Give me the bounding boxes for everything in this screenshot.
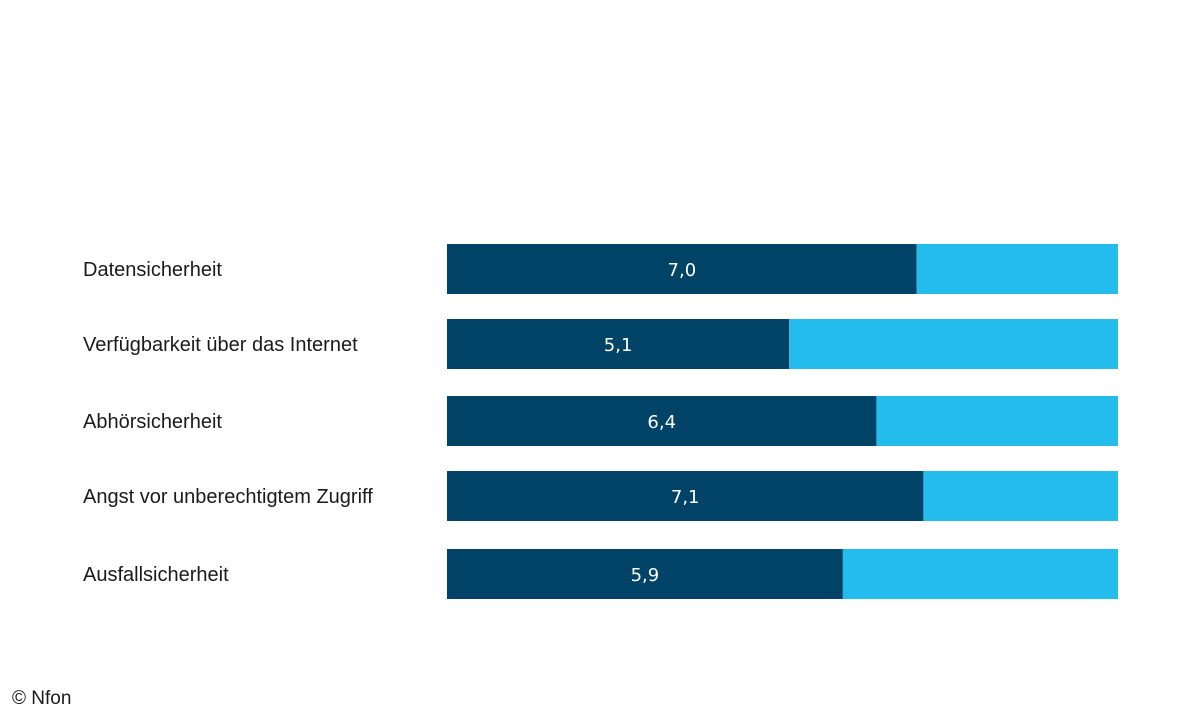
bar-value-segment	[447, 319, 790, 369]
bar-data-label: 7,0	[668, 260, 697, 281]
bar-value-segment	[447, 471, 924, 521]
bar-data-label: 7,1	[671, 487, 700, 508]
bar-value-segment	[447, 549, 843, 599]
copyright-notice: © Nfon	[12, 688, 72, 709]
bar-remainder-segment	[876, 396, 1118, 446]
bar-remainder-segment	[842, 549, 1118, 599]
bar-value-segment	[447, 396, 877, 446]
bar-data-label: 6,4	[647, 412, 676, 433]
bar-data-label: 5,1	[604, 335, 633, 356]
bar-remainder-segment	[789, 319, 1118, 369]
category-label: Abhörsicherheit	[83, 411, 222, 433]
bar-value-segment	[447, 244, 917, 294]
bar-data-label: 5,9	[631, 565, 660, 586]
category-label: Ausfallsicherheit	[83, 564, 229, 586]
category-label: Verfügbarkeit über das Internet	[83, 334, 358, 356]
bar-remainder-segment	[916, 244, 1118, 294]
category-label: Datensicherheit	[83, 259, 222, 281]
bar-remainder-segment	[923, 471, 1118, 521]
category-label: Angst vor unberechtigtem Zugriff	[83, 486, 373, 508]
